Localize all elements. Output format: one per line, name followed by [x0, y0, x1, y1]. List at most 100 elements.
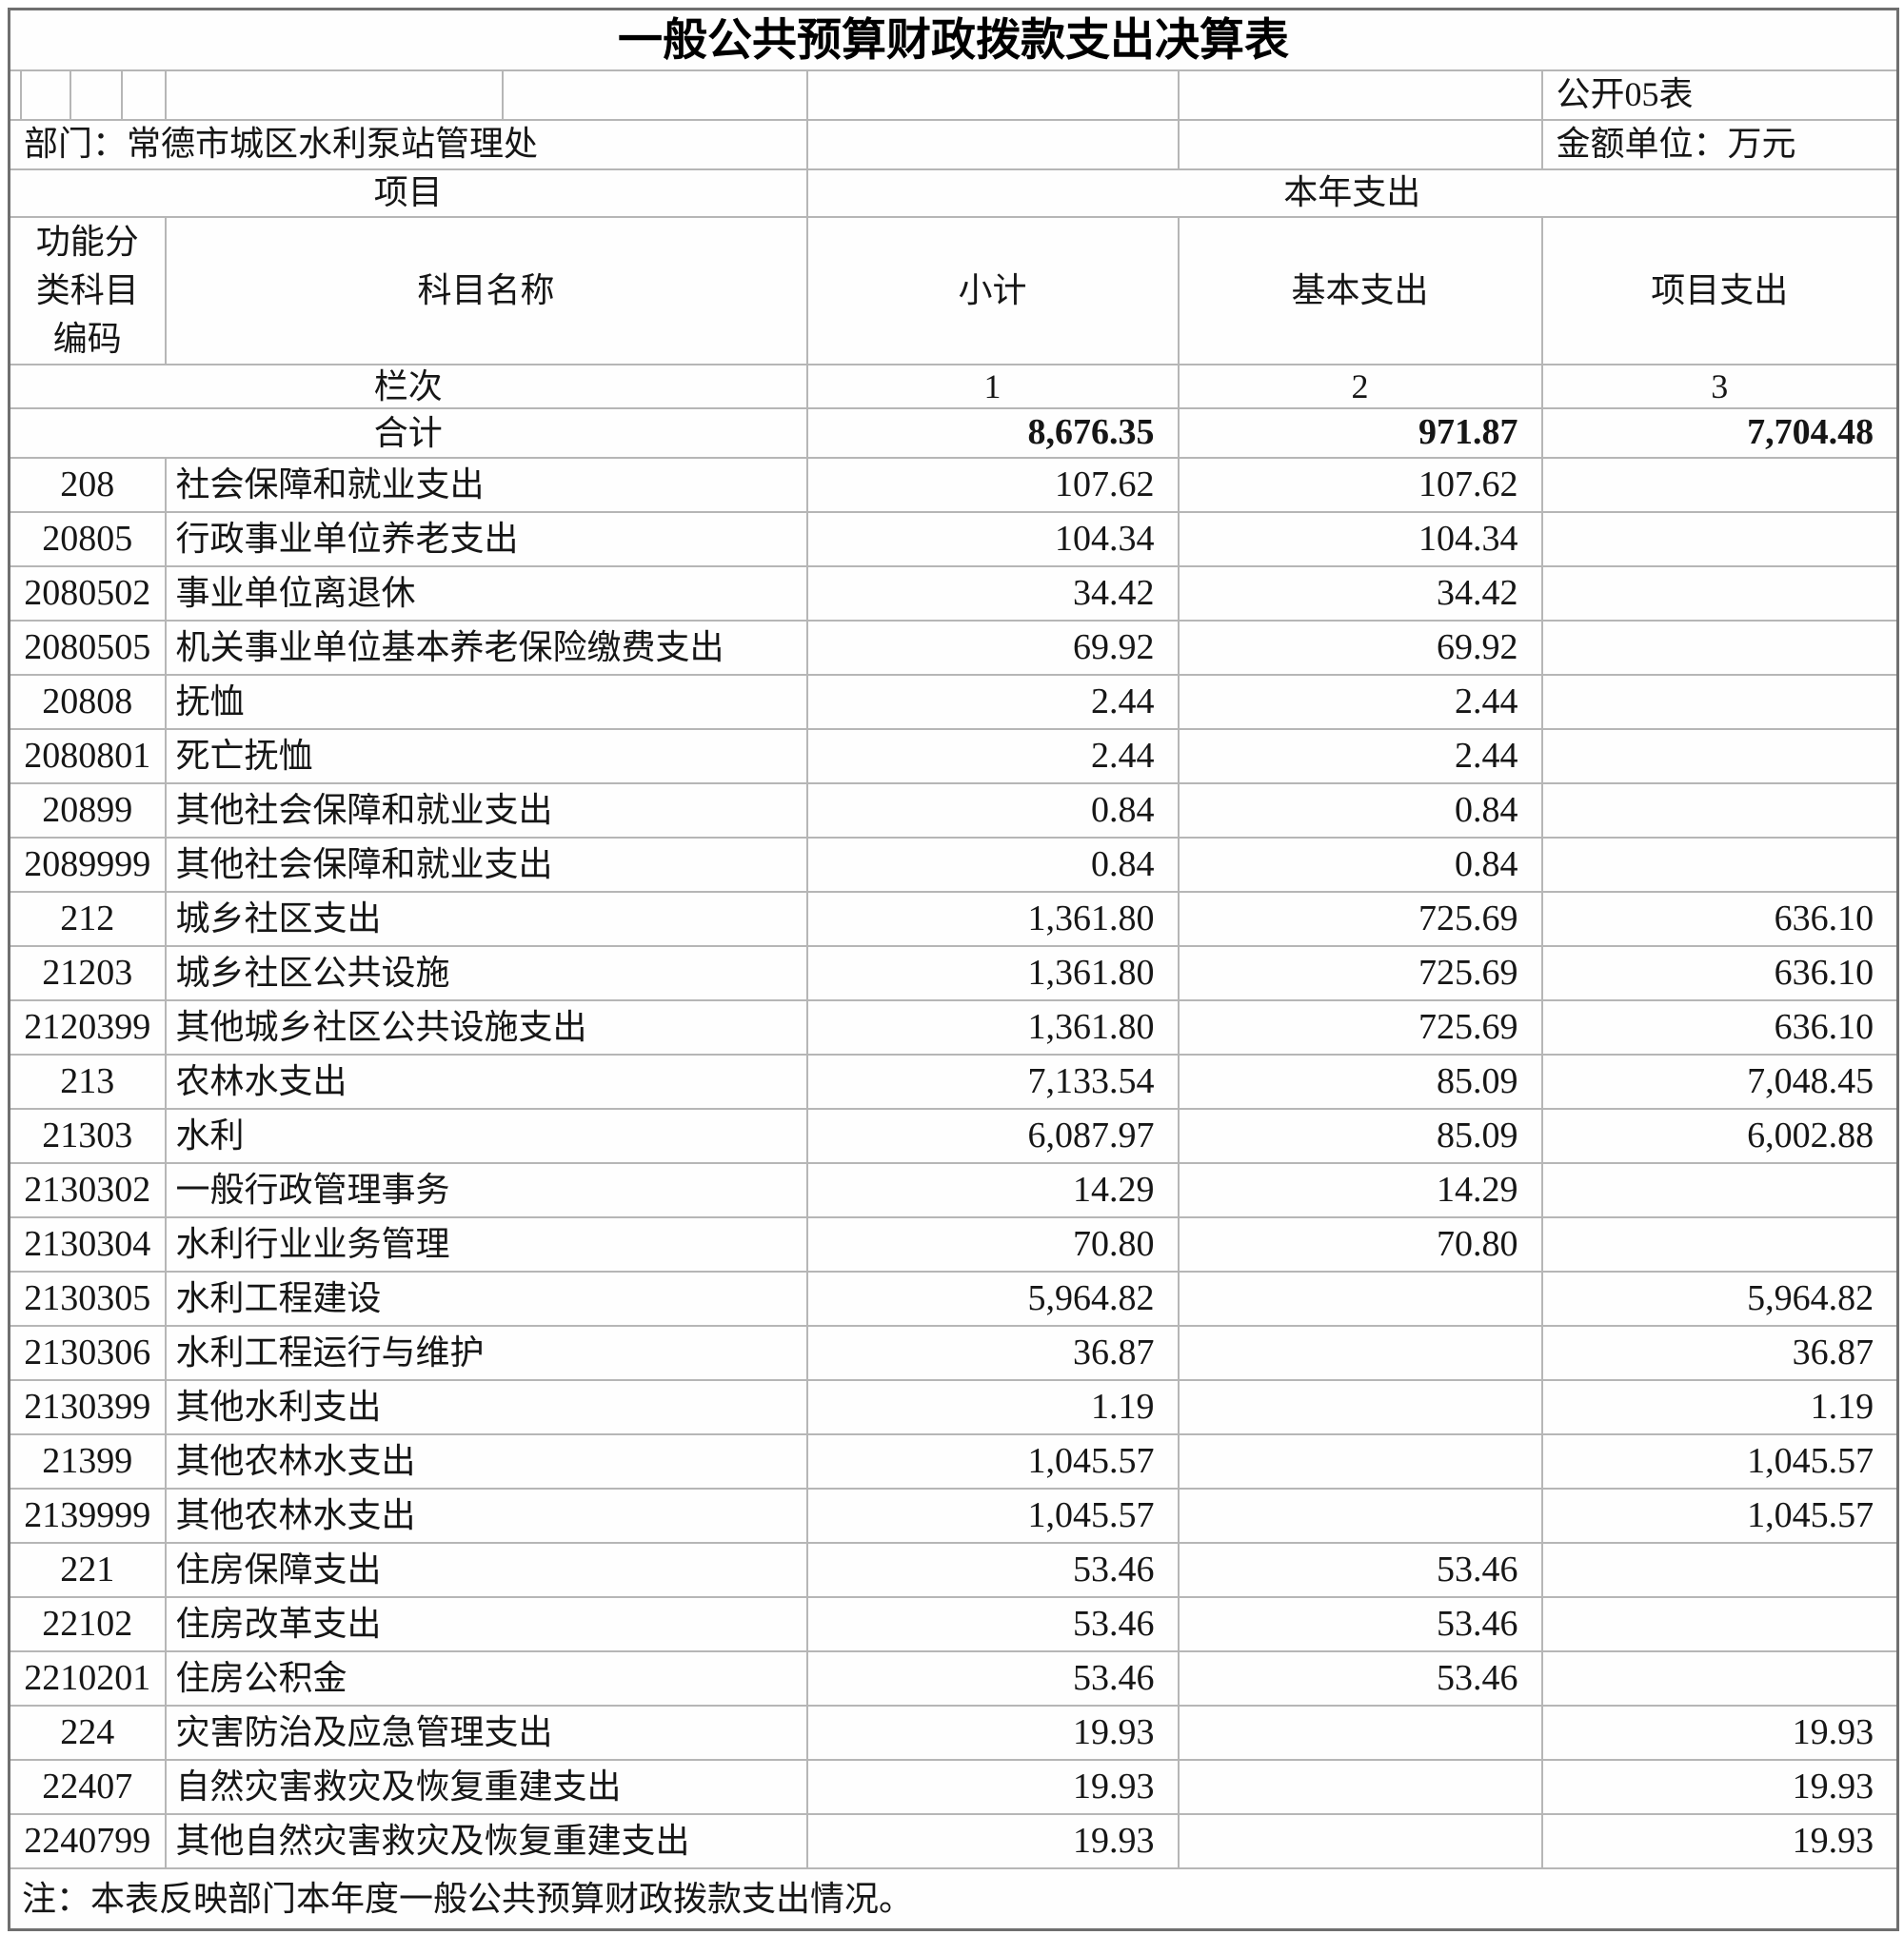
total-subtotal-value: 8,676.35 [805, 407, 1180, 460]
row-name-cell: 灾害防治及应急管理支出 [164, 1705, 808, 1762]
row-code-cell: 2080505 [8, 620, 167, 677]
row-project-cell: 636.10 [1540, 945, 1899, 1002]
row-code-cell: 20808 [8, 674, 167, 731]
table-row: 22407 自然灾害救灾及恢复重建支出 19.93 19.93 [8, 1759, 1899, 1816]
department-label: 部门：常德市城区水利泵站管理处 [8, 119, 808, 170]
column-number-1: 1 [805, 364, 1180, 410]
empty-cell [19, 69, 71, 121]
row-code-cell: 21303 [8, 1108, 167, 1165]
table-row: 2130304 水利行业业务管理 70.80 70.80 [8, 1216, 1899, 1274]
row-subtotal-cell: 14.29 [805, 1162, 1180, 1219]
table-footer-section: 注：本表反映部门本年度一般公共预算财政拨款支出情况。 [8, 1867, 1899, 1931]
table-row: 2210201 住房公积金 53.46 53.46 [8, 1650, 1899, 1708]
row-name-cell: 机关事业单位基本养老保险缴费支出 [164, 620, 808, 677]
row-code-cell: 2130399 [8, 1379, 167, 1436]
row-subtotal-cell: 1,361.80 [805, 945, 1180, 1002]
table-row: 21203 城乡社区公共设施 1,361.80 725.69 636.10 [8, 945, 1899, 1002]
row-subtotal-cell: 19.93 [805, 1813, 1180, 1870]
empty-cell [120, 69, 167, 121]
table-row: 2089999 其他社会保障和就业支出 0.84 0.84 [8, 837, 1899, 894]
row-subtotal-cell: 104.34 [805, 511, 1180, 568]
table-row: 2130306 水利工程运行与维护 36.87 36.87 [8, 1325, 1899, 1382]
table-row: 21399 其他农林水支出 1,045.57 1,045.57 [8, 1433, 1899, 1491]
row-code-cell: 2130304 [8, 1216, 167, 1274]
column-number-3: 3 [1540, 364, 1899, 410]
row-project-cell [1540, 837, 1899, 894]
row-name-cell: 住房保障支出 [164, 1542, 808, 1599]
group-header-project: 项目 [8, 168, 808, 218]
row-basic-cell: 34.42 [1177, 565, 1543, 622]
amount-unit-label: 金额单位：万元 [1540, 119, 1899, 170]
sheet-label-row: 公开05表 [8, 69, 1899, 121]
row-name-cell: 水利行业业务管理 [164, 1216, 808, 1274]
row-code-cell: 2130305 [8, 1271, 167, 1328]
row-project-cell: 36.87 [1540, 1325, 1899, 1382]
table-row: 22102 住房改革支出 53.46 53.46 [8, 1596, 1899, 1653]
table-row: 20805 行政事业单位养老支出 104.34 104.34 [8, 511, 1899, 568]
grand-total-row: 合计 8,676.35 971.87 7,704.48 [8, 407, 1899, 460]
row-subtotal-cell: 53.46 [805, 1542, 1180, 1599]
row-project-cell: 6,002.88 [1540, 1108, 1899, 1165]
code-column-header: 功能分 类科目 编码 [8, 215, 167, 366]
row-name-cell: 城乡社区公共设施 [164, 945, 808, 1002]
department-row: 部门：常德市城区水利泵站管理处 金额单位：万元 [8, 119, 1899, 170]
row-subtotal-cell: 6,087.97 [805, 1108, 1180, 1165]
row-basic-cell: 725.69 [1177, 945, 1543, 1002]
row-subtotal-cell: 1,045.57 [805, 1488, 1180, 1545]
row-project-cell [1540, 511, 1899, 568]
row-subtotal-cell: 1,045.57 [805, 1433, 1180, 1491]
empty-cell [69, 69, 123, 121]
row-subtotal-cell: 0.84 [805, 782, 1180, 839]
row-subtotal-cell: 70.80 [805, 1216, 1180, 1274]
row-code-cell: 2080502 [8, 565, 167, 622]
table-row: 221 住房保障支出 53.46 53.46 [8, 1542, 1899, 1599]
row-code-cell: 2089999 [8, 837, 167, 894]
table-row: 2130302 一般行政管理事务 14.29 14.29 [8, 1162, 1899, 1219]
row-name-cell: 城乡社区支出 [164, 891, 808, 948]
sheet-number-label: 公开05表 [1540, 69, 1899, 121]
table-row: 212 城乡社区支出 1,361.80 725.69 636.10 [8, 891, 1899, 948]
row-basic-cell: 53.46 [1177, 1650, 1543, 1708]
row-project-cell: 1,045.57 [1540, 1488, 1899, 1545]
row-subtotal-cell: 1.19 [805, 1379, 1180, 1436]
row-project-cell: 19.93 [1540, 1759, 1899, 1816]
row-name-cell: 农林水支出 [164, 1054, 808, 1111]
row-name-cell: 其他水利支出 [164, 1379, 808, 1436]
column-number-2: 2 [1177, 364, 1543, 410]
row-basic-cell: 85.09 [1177, 1054, 1543, 1111]
row-subtotal-cell: 19.93 [805, 1759, 1180, 1816]
row-project-cell [1540, 728, 1899, 785]
row-project-cell: 636.10 [1540, 999, 1899, 1056]
footnote-row: 注：本表反映部门本年度一般公共预算财政拨款支出情况。 [8, 1867, 1899, 1931]
row-subtotal-cell: 53.46 [805, 1650, 1180, 1708]
row-name-cell: 其他城乡社区公共设施支出 [164, 999, 808, 1056]
row-code-cell: 22102 [8, 1596, 167, 1653]
row-code-cell: 2139999 [8, 1488, 167, 1545]
table-row: 2120399 其他城乡社区公共设施支出 1,361.80 725.69 636.10 [8, 999, 1899, 1056]
row-basic-cell [1177, 1705, 1543, 1762]
empty-cell [805, 119, 1180, 170]
row-project-cell [1540, 565, 1899, 622]
row-subtotal-cell: 5,964.82 [805, 1271, 1180, 1328]
row-basic-cell: 104.34 [1177, 511, 1543, 568]
row-basic-cell [1177, 1271, 1543, 1328]
table-row: 2130305 水利工程建设 5,964.82 5,964.82 [8, 1271, 1899, 1328]
row-name-cell: 抚恤 [164, 674, 808, 731]
row-basic-cell: 85.09 [1177, 1108, 1543, 1165]
row-name-cell: 住房改革支出 [164, 1596, 808, 1653]
row-basic-cell: 725.69 [1177, 891, 1543, 948]
row-subtotal-cell: 7,133.54 [805, 1054, 1180, 1111]
row-name-cell: 水利 [164, 1108, 808, 1165]
row-subtotal-cell: 1,361.80 [805, 891, 1180, 948]
empty-cell [805, 69, 1180, 121]
row-code-cell: 212 [8, 891, 167, 948]
row-name-cell: 其他社会保障和就业支出 [164, 837, 808, 894]
empty-cell [1177, 69, 1543, 121]
row-code-cell: 2130306 [8, 1325, 167, 1382]
row-basic-cell: 0.84 [1177, 782, 1543, 839]
row-project-cell: 1,045.57 [1540, 1433, 1899, 1491]
row-subtotal-cell: 19.93 [805, 1705, 1180, 1762]
table-row: 2080801 死亡抚恤 2.44 2.44 [8, 728, 1899, 785]
row-project-cell: 5,964.82 [1540, 1271, 1899, 1328]
